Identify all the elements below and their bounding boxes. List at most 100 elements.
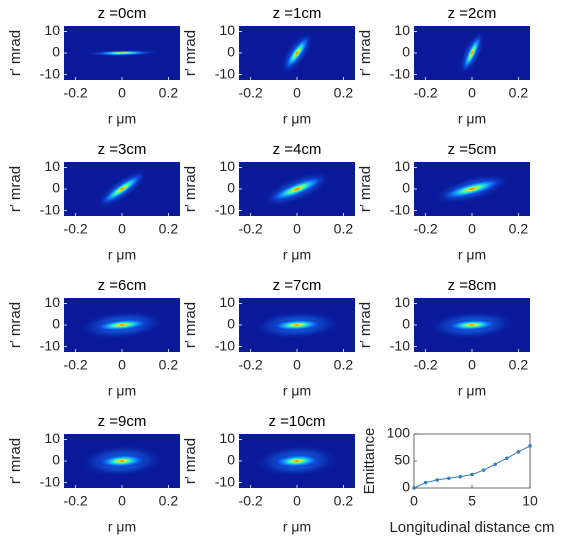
x-tick-label: 0.2 <box>334 85 354 101</box>
x-tick-label: 0 <box>293 85 301 101</box>
x-axis-label: r μm <box>108 519 136 535</box>
point <box>481 468 486 472</box>
x-tick-label: 0 <box>293 493 301 509</box>
y-axis-label: r′ mrad <box>357 30 374 76</box>
panel-title: z =4cm <box>273 141 322 158</box>
y-tick-label: 10 <box>394 158 410 174</box>
panel-title: z =7cm <box>273 277 322 294</box>
y-tick-label: 10 <box>44 430 60 446</box>
panel: z =6cm -0.2 0 0.2 -10 0 10 r μm r′ mrad <box>7 277 180 399</box>
x-axis-label: r μm <box>108 111 136 127</box>
x-axis-label: r μm <box>283 247 311 263</box>
density-core <box>461 32 483 74</box>
point <box>435 478 440 482</box>
x-tick-label: -0.2 <box>64 221 88 237</box>
y-tick-label: -10 <box>40 65 60 81</box>
y-tick-label: 0 <box>227 452 235 468</box>
x-tick-label: 0.2 <box>159 357 179 373</box>
y-tick-label: 0 <box>52 44 60 60</box>
panel-title: z =1cm <box>273 5 322 22</box>
x-axis-label: r μm <box>283 111 311 127</box>
y-axis-label: r′ mrad <box>182 166 199 212</box>
x-tick-label: 0 <box>410 493 418 509</box>
y-tick-label: 10 <box>219 294 235 310</box>
y-tick-label: 10 <box>394 294 410 310</box>
y-tick-label: -10 <box>215 201 235 217</box>
y-tick-label: 10 <box>44 158 60 174</box>
panel: z =8cm -0.2 0 0.2 -10 0 10 r μm r′ mrad <box>357 277 530 399</box>
x-tick-label: 0 <box>293 221 301 237</box>
y-axis-label: r′ mrad <box>7 302 24 348</box>
y-tick-label: 10 <box>219 22 235 38</box>
point <box>423 480 428 485</box>
y-tick-label: -10 <box>40 201 60 217</box>
y-axis-label: r′ mrad <box>357 302 374 348</box>
point <box>505 456 509 461</box>
density-core <box>92 318 152 332</box>
x-axis-label: r μm <box>458 111 486 127</box>
y-axis-label: Emittance <box>361 428 378 495</box>
x-tick-label: 5 <box>468 493 476 509</box>
density-core <box>96 453 148 469</box>
y-tick-label: -10 <box>215 473 235 489</box>
x-tick-label: 0.2 <box>334 493 354 509</box>
y-axis-label: r′ mrad <box>357 166 374 212</box>
panel-title: z =2cm <box>448 5 497 22</box>
density-core <box>98 172 146 206</box>
x-tick-label: 0 <box>468 357 476 373</box>
y-tick-label: -10 <box>215 65 235 81</box>
y-tick-label: 0 <box>227 180 235 196</box>
y-tick-label: -10 <box>390 65 410 81</box>
panel: z =10cm -0.2 0 0.2 -10 0 10 r μm r′ mrad <box>182 413 355 535</box>
panel: z =2cm -0.2 0 0.2 -10 0 10 r μm r′ mrad <box>357 5 530 127</box>
x-tick-label: -0.2 <box>239 221 263 237</box>
x-axis-label: r μm <box>108 383 136 399</box>
y-tick-label: 100 <box>387 425 411 441</box>
panel: z =9cm -0.2 0 0.2 -10 0 10 r μm r′ mrad <box>7 413 180 535</box>
x-tick-label: 0.2 <box>509 85 529 101</box>
x-tick-label: -0.2 <box>239 357 263 373</box>
x-tick-label: 0.2 <box>159 221 179 237</box>
point <box>470 472 474 477</box>
y-tick-label: 50 <box>394 452 410 468</box>
x-axis-label: r μm <box>458 247 486 263</box>
x-tick-label: 0 <box>118 357 126 373</box>
x-tick-label: -0.2 <box>239 493 263 509</box>
y-tick-label: 0 <box>227 316 235 332</box>
panel: z =1cm -0.2 0 0.2 -10 0 10 r μm r′ mrad <box>182 5 355 127</box>
x-tick-label: 0.2 <box>334 357 354 373</box>
y-axis-label: r′ mrad <box>7 30 24 76</box>
x-tick-label: 0.2 <box>159 85 179 101</box>
x-tick-label: -0.2 <box>64 357 88 373</box>
x-tick-label: 0.2 <box>159 493 179 509</box>
y-axis-label: r′ mrad <box>7 166 24 212</box>
panel: z =0cm -0.2 0 0.2 -10 0 10 r μm r′ mrad <box>7 5 180 127</box>
y-tick-label: -10 <box>40 473 60 489</box>
x-tick-label: 0.2 <box>509 221 529 237</box>
x-tick-label: 0 <box>468 85 476 101</box>
x-tick-label: 0.2 <box>334 221 354 237</box>
x-tick-label: -0.2 <box>239 85 263 101</box>
density-core <box>269 318 325 332</box>
x-axis-label: r μm <box>283 519 311 535</box>
density-core <box>444 318 500 332</box>
y-tick-label: -10 <box>40 337 60 353</box>
panel-title: z =5cm <box>448 141 497 158</box>
point <box>493 462 498 467</box>
x-axis-label: Longitudinal distance cm <box>389 519 554 536</box>
panel: z =5cm -0.2 0 0.2 -10 0 10 r μm r′ mrad <box>357 141 530 263</box>
y-axis-label: r′ mrad <box>182 30 199 76</box>
point <box>447 476 451 481</box>
x-tick-label: 0 <box>118 493 126 509</box>
x-tick-label: 10 <box>522 493 538 509</box>
y-tick-label: 10 <box>219 430 235 446</box>
x-axis-label: r μm <box>108 247 136 263</box>
y-axis-label: r′ mrad <box>182 438 199 484</box>
panel-title: z =0cm <box>98 5 147 22</box>
density-core <box>271 453 323 469</box>
x-tick-label: 0 <box>118 85 126 101</box>
panel-title: z =6cm <box>98 277 147 294</box>
y-tick-label: 10 <box>44 22 60 38</box>
y-tick-label: 0 <box>52 452 60 468</box>
